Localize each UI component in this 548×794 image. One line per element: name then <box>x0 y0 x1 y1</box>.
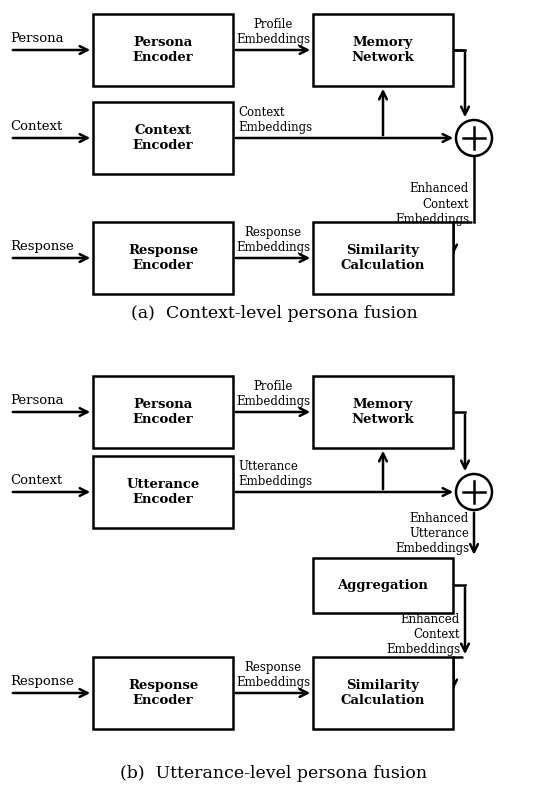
Bar <box>93 456 233 528</box>
Text: Response
Embeddings: Response Embeddings <box>236 661 310 689</box>
Text: Aggregation: Aggregation <box>338 579 429 592</box>
Bar <box>313 222 453 294</box>
Text: Response: Response <box>10 675 74 688</box>
Text: Context: Context <box>10 120 62 133</box>
Text: Memory
Network: Memory Network <box>352 398 414 426</box>
Text: (a)  Context-level persona fusion: (a) Context-level persona fusion <box>130 305 418 322</box>
Text: Context
Encoder: Context Encoder <box>133 124 193 152</box>
Text: Enhanced
Context
Embeddings: Enhanced Context Embeddings <box>395 183 469 225</box>
Text: Response
Embeddings: Response Embeddings <box>236 226 310 254</box>
Text: Response
Encoder: Response Encoder <box>128 679 198 707</box>
Text: Persona
Encoder: Persona Encoder <box>133 36 193 64</box>
Text: Context
Embeddings: Context Embeddings <box>238 106 312 134</box>
Text: Enhanced
Utterance
Embeddings: Enhanced Utterance Embeddings <box>395 512 469 555</box>
Text: Persona: Persona <box>10 394 64 407</box>
Text: Memory
Network: Memory Network <box>352 36 414 64</box>
Bar <box>313 657 453 729</box>
Text: (b)  Utterance-level persona fusion: (b) Utterance-level persona fusion <box>121 765 427 781</box>
Bar <box>313 14 453 86</box>
Bar <box>93 14 233 86</box>
Text: Persona
Encoder: Persona Encoder <box>133 398 193 426</box>
Text: Enhanced
Context
Embeddings: Enhanced Context Embeddings <box>386 613 460 657</box>
Text: Context: Context <box>10 474 62 487</box>
Bar <box>93 102 233 174</box>
Text: Similarity
Calculation: Similarity Calculation <box>341 244 425 272</box>
Bar <box>93 222 233 294</box>
Bar <box>93 657 233 729</box>
Text: Response
Encoder: Response Encoder <box>128 244 198 272</box>
Text: Persona: Persona <box>10 32 64 45</box>
Text: Profile
Embeddings: Profile Embeddings <box>236 380 310 408</box>
Text: Utterance
Embeddings: Utterance Embeddings <box>238 460 312 488</box>
Bar <box>313 557 453 612</box>
Text: Profile
Embeddings: Profile Embeddings <box>236 18 310 46</box>
Text: Response: Response <box>10 240 74 253</box>
Bar <box>313 376 453 448</box>
Bar <box>93 376 233 448</box>
Text: Similarity
Calculation: Similarity Calculation <box>341 679 425 707</box>
Text: Utterance
Encoder: Utterance Encoder <box>127 478 199 506</box>
